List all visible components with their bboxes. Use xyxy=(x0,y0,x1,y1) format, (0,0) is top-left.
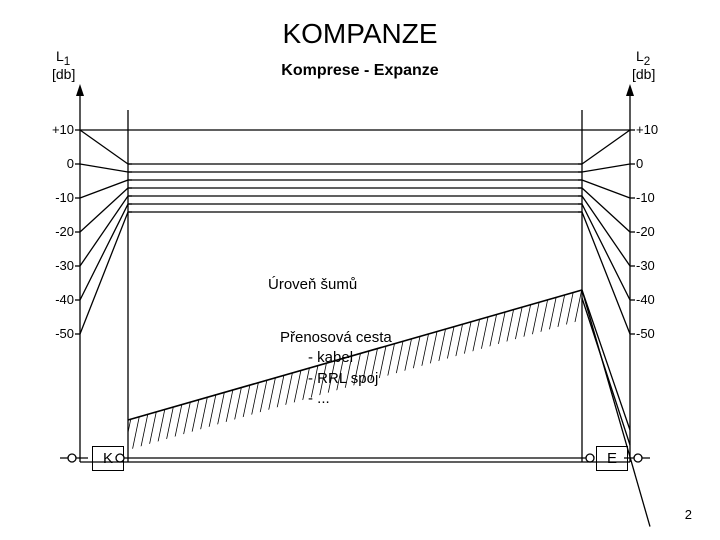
diagram-svg xyxy=(0,0,720,540)
